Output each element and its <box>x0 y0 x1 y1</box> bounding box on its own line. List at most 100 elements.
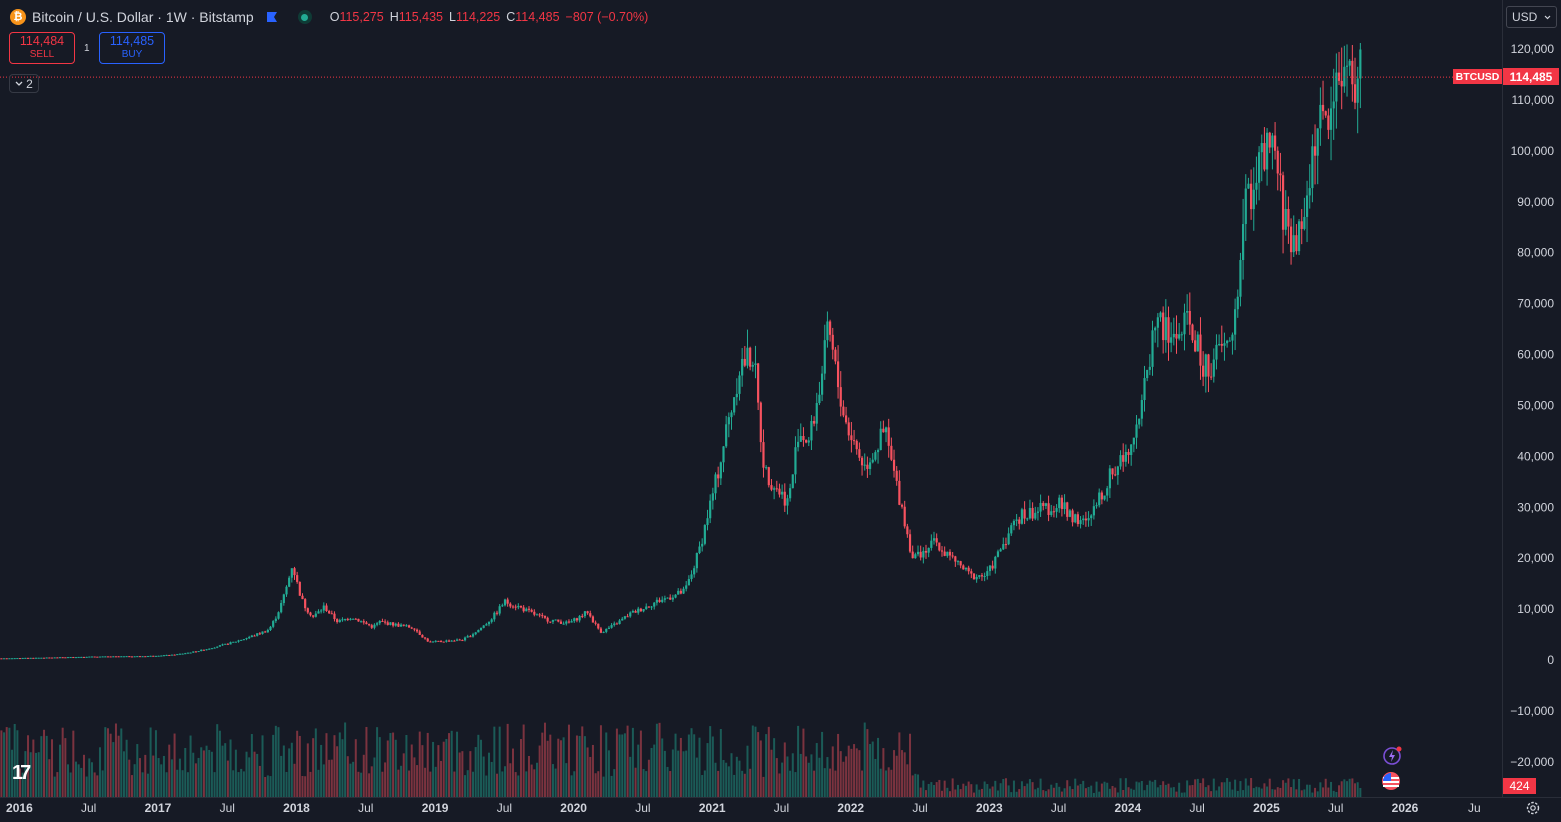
candle <box>549 621 552 624</box>
volume-bar <box>877 737 880 797</box>
candle <box>522 605 525 613</box>
volume-bar <box>597 771 600 797</box>
volume-bar <box>845 756 848 797</box>
candle <box>797 428 800 452</box>
candle <box>458 638 461 641</box>
volume-bar <box>330 759 333 797</box>
volume-bar <box>1010 792 1013 797</box>
candle <box>890 437 893 462</box>
candle <box>1068 509 1072 518</box>
candle <box>852 429 856 445</box>
candle <box>1154 326 1157 343</box>
time-tick-label: Jul <box>220 801 235 815</box>
volume-bar <box>397 769 400 797</box>
candle <box>1204 353 1207 393</box>
candle <box>317 609 320 614</box>
candle <box>930 534 933 551</box>
candle <box>986 566 989 580</box>
tradingview-logo-icon[interactable]: 17 <box>12 762 31 784</box>
candle <box>538 613 541 618</box>
candle <box>922 547 925 564</box>
volume-bar <box>205 745 208 797</box>
volume-bar <box>90 762 93 797</box>
candle <box>799 423 802 442</box>
currency-select[interactable]: USD <box>1506 6 1557 28</box>
volume-bar <box>384 762 387 797</box>
volume-bar <box>959 789 962 797</box>
candle <box>964 567 968 572</box>
us-flag-icon[interactable] <box>1381 771 1401 791</box>
volume-bar <box>314 728 317 797</box>
volume-bar <box>109 733 112 797</box>
volume-bar <box>557 738 560 797</box>
candle <box>663 595 666 603</box>
candle <box>1356 66 1359 134</box>
candle <box>1215 334 1218 370</box>
candle <box>221 643 224 646</box>
time-tick-label: 2023 <box>976 801 1003 815</box>
volume-bar <box>618 734 621 797</box>
candle <box>775 480 778 492</box>
candle <box>434 640 437 643</box>
volume-bar <box>669 771 672 797</box>
volume-bar <box>1063 788 1066 797</box>
volume-bar <box>1207 785 1210 797</box>
lightning-icon[interactable] <box>1380 745 1404 767</box>
volume-bar <box>1108 788 1111 797</box>
volume-bar <box>621 734 624 797</box>
gear-icon[interactable] <box>1525 800 1541 816</box>
volume-bar <box>930 782 933 797</box>
volume-bar <box>1276 787 1279 797</box>
candle <box>125 656 128 658</box>
volume-bar <box>266 775 269 797</box>
volume-bar <box>1068 786 1071 797</box>
candle <box>229 641 232 645</box>
volume-bar <box>855 748 858 797</box>
candle <box>1353 57 1357 110</box>
volume-bar <box>1298 778 1301 797</box>
volume-bar <box>157 758 160 797</box>
candle <box>1308 164 1311 209</box>
volume-bar <box>1111 786 1114 797</box>
candle <box>677 588 680 595</box>
volume-bar <box>1287 778 1290 797</box>
candle <box>615 622 619 625</box>
volume-bar <box>690 728 693 797</box>
volume-bar <box>1282 780 1285 797</box>
candle <box>1295 223 1298 255</box>
candle <box>783 483 786 512</box>
candle <box>629 611 632 618</box>
candle <box>666 597 669 599</box>
volume-bar <box>389 733 392 797</box>
volume-bar <box>80 767 83 797</box>
symbol-title[interactable]: Bitcoin / U.S. Dollar · 1W · Bitstamp <box>32 9 254 25</box>
candle <box>565 620 568 626</box>
volume-bar <box>983 781 986 797</box>
candle <box>757 362 760 411</box>
candle <box>1012 519 1016 531</box>
candle <box>72 656 75 659</box>
buy-price: 114,485 <box>109 34 155 48</box>
flag-icon[interactable] <box>266 11 278 23</box>
volume-bar <box>1356 782 1359 797</box>
volume-bar <box>1338 785 1341 797</box>
candle <box>1175 315 1178 354</box>
buy-button[interactable]: 114,485 BUY <box>99 32 165 64</box>
volume-bar <box>1322 787 1325 797</box>
volume-bar <box>1135 781 1138 797</box>
candle <box>1028 499 1032 520</box>
sell-label: SELL <box>29 49 55 60</box>
time-tick-label: 2017 <box>145 801 172 815</box>
volume-bar <box>210 751 213 797</box>
indicators-toggle[interactable]: 2 <box>9 74 39 93</box>
candle <box>253 634 256 637</box>
candle <box>1095 502 1098 509</box>
sell-button[interactable]: 114,484 SELL <box>9 32 75 64</box>
volume-bar <box>482 756 485 797</box>
candle <box>1023 501 1026 525</box>
market-status-icon[interactable] <box>297 10 312 24</box>
candle <box>831 327 834 360</box>
candle <box>906 523 909 538</box>
volume-bar <box>1060 791 1063 797</box>
